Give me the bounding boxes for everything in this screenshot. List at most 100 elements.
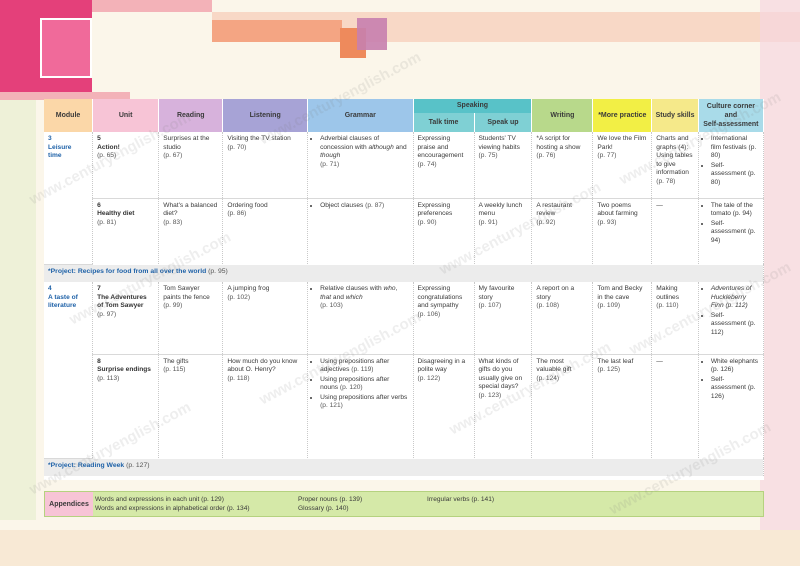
grammar-page: (p. 119) (351, 366, 374, 374)
listening-page: (p. 70) (227, 143, 247, 151)
grammar-text: Object clauses (320, 201, 364, 209)
appendix-item: Words and expressions in each unit (p. 1… (95, 496, 224, 503)
reading-text: The gifts (163, 357, 189, 365)
writing-page: (p. 108) (536, 302, 560, 310)
grammar-item: Object clauses (p. 87) (320, 202, 408, 211)
talk-time-text: Expressing congratulations and sympathy (417, 285, 463, 310)
listening-cell: Visiting the TV station (p. 70) (222, 132, 309, 199)
module-number: 3 (48, 135, 52, 142)
unit-page: (p. 97) (97, 310, 117, 318)
grammar-page: (p. 121) (320, 402, 343, 410)
banner-purple-square (357, 18, 387, 50)
speak-up-cell: Students' TV viewing habits (p. 75) (474, 132, 533, 199)
table-row: 3 Leisure time 5 Action! (p. 65) Surpris… (44, 132, 765, 265)
grammar-text: Relative clauses with (320, 285, 384, 292)
grammar-text: and (393, 143, 407, 151)
reading-cell: The gifts (p. 115) (158, 354, 224, 458)
unit-number: 6 (97, 201, 101, 209)
grammar-item: Relative clauses with who, that and whic… (320, 285, 408, 311)
listening-text: Visiting the TV station (227, 135, 291, 142)
more-practice-text: Tom and Becky in the cave (597, 285, 643, 301)
speak-up-page: (p. 91) (478, 218, 498, 226)
speak-up-cell: A weekly lunch menu (p. 91) (474, 198, 533, 264)
writing-page: (p. 76) (536, 152, 556, 160)
header-study-skills: Study skills (651, 99, 699, 132)
grammar-text: Using prepositions after nouns (320, 375, 390, 392)
study-skills-cell: — (651, 354, 699, 458)
grammar-cell: Object clauses (p. 87) (307, 198, 414, 264)
grammar-text: Using prepositions after verbs (320, 393, 408, 401)
talk-time-cell: Expressing congratulations and sympathy … (413, 282, 475, 355)
reading-text: What's a balanced diet? (163, 201, 218, 218)
more-practice-page: (p. 109) (597, 302, 621, 310)
header-more-practice: *More practice (592, 99, 653, 132)
speak-up-text: My favourite story (478, 285, 515, 301)
reading-text: Surprises at the studio (163, 135, 210, 151)
bottom-stripe (0, 530, 800, 566)
talk-time-cell: Disagreeing in a polite way (p. 122) (413, 354, 475, 458)
speak-up-text: Students' TV viewing habits (478, 135, 520, 151)
talk-time-cell: Expressing preferences (p. 90) (413, 198, 475, 264)
module-title-line1: Leisure (48, 143, 72, 151)
listening-text: A jumping frog (227, 285, 270, 292)
culture-item: Self-assessment (p. 94) (711, 220, 759, 246)
culture-item: Self-assessment (p. 80) (711, 162, 759, 188)
module-title-line1: A taste of (48, 293, 78, 301)
study-skills-text: — (656, 201, 663, 209)
more-practice-cell: Two poems about farming (p. 93) (592, 198, 653, 264)
header-writing: Writing (531, 99, 594, 132)
more-practice-cell: The last leaf (p. 125) (592, 354, 653, 458)
study-skills-text: Charts and graphs (4): Using tables to g… (656, 135, 693, 177)
more-practice-text: The last leaf (597, 357, 634, 365)
speak-up-cell: My favourite story (p. 107) (474, 282, 533, 355)
header-speaking: Speaking (413, 99, 533, 113)
grammar-item: Using prepositions after verbs (p. 121) (320, 394, 408, 411)
header-culture-line3: Self-assessment (703, 121, 759, 129)
unit-number: 7 (97, 285, 101, 292)
grammar-keyword: who (383, 285, 396, 292)
listening-page: (p. 86) (227, 210, 247, 218)
more-practice-page: (p. 93) (597, 218, 617, 226)
header-grammar: Grammar (307, 99, 414, 132)
grammar-list: Object clauses (p. 87) (312, 202, 408, 211)
more-practice-text: We love the Film Park! (597, 135, 647, 151)
grammar-keyword: though (320, 152, 341, 160)
curriculum-table-panel: Module Unit Reading Listening Grammar Sp… (44, 99, 765, 480)
appendix-item: Irregular verbs (p. 141) (427, 496, 495, 503)
project-title: *Project: Reading Week (48, 461, 125, 469)
culture-list: Adventures of Huckleberry Finn (p. 112) … (703, 285, 759, 337)
culture-cell: The tale of the tomato (p. 94) Self-asse… (698, 198, 765, 264)
unit-page: (p. 113) (97, 374, 120, 382)
speak-up-page: (p. 123) (478, 391, 502, 399)
grammar-page: (p. 71) (320, 160, 340, 168)
unit-page: (p. 81) (97, 218, 117, 226)
left-edge-stripe (0, 100, 36, 520)
listening-page: (p. 102) (227, 293, 251, 301)
grammar-item: Using prepositions after adjectives (p. … (320, 358, 408, 375)
reading-page: (p. 83) (163, 218, 183, 226)
reading-cell: Surprises at the studio (p. 67) (158, 132, 224, 199)
header-unit: Unit (92, 99, 160, 132)
study-skills-text: Making outlines (656, 285, 680, 301)
appendices-column: Words and expressions in each unit (p. 1… (95, 495, 250, 513)
culture-item: International film festivals (p. 80) (711, 135, 759, 161)
header-reading: Reading (158, 99, 224, 132)
study-skills-page: (p. 110) (656, 302, 679, 310)
speak-up-text: A weekly lunch menu (478, 201, 523, 218)
talk-time-page: (p. 90) (417, 218, 437, 226)
unit-number: 8 (97, 357, 101, 365)
reading-cell: What's a balanced diet? (p. 83) (158, 198, 224, 264)
talk-time-page: (p. 122) (417, 374, 441, 382)
table-row: 4 A taste of literature 7 The Adventures… (44, 282, 765, 459)
module-cell: 3 Leisure time (44, 132, 94, 265)
appendix-item: Glossary (p. 140) (298, 505, 349, 513)
grammar-text: Using prepositions after adjectives (320, 357, 390, 374)
corner-square-outline (40, 18, 92, 78)
listening-cell: How much do you know about O. Henry? (p.… (222, 354, 309, 458)
grammar-list: Using prepositions after adjectives (p. … (312, 358, 408, 411)
study-skills-cell: Charts and graphs (4): Using tables to g… (651, 132, 699, 199)
culture-item: White elephants (p. 126) (711, 358, 759, 375)
writing-text: *A script for hosting a show (536, 135, 581, 151)
appendices-bar: Appendices Words and expressions in each… (44, 491, 764, 517)
culture-list: International film festivals (p. 80) Sel… (703, 135, 759, 187)
